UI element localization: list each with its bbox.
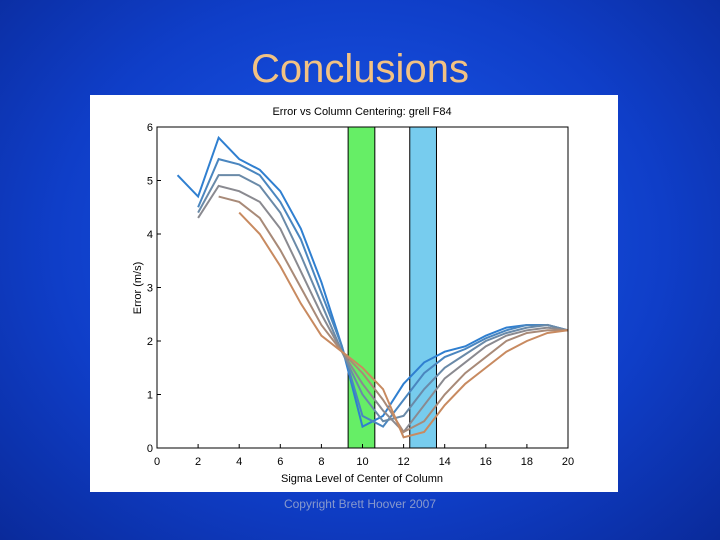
y-tick-label: 6: [147, 122, 153, 134]
y-tick-label: 1: [147, 390, 153, 402]
x-tick-label: 8: [318, 456, 324, 468]
x-tick-label: 2: [195, 456, 201, 468]
series-line: [218, 195, 568, 434]
slide-footer: Copyright Brett Hoover 2007: [284, 497, 436, 511]
y-tick-label: 5: [147, 176, 153, 188]
y-tick-label: 4: [147, 229, 153, 241]
y-axis-label: Error (m/s): [132, 262, 144, 315]
y-tick-label: 2: [147, 336, 153, 348]
series-line: [197, 174, 569, 423]
chart-title: Error vs Column Centering: grell F84: [272, 106, 451, 118]
series-line: [197, 184, 569, 434]
x-tick-label: 6: [277, 456, 283, 468]
y-tick-label: 3: [147, 283, 153, 295]
x-tick-label: 4: [236, 456, 242, 468]
highlight-band: [347, 126, 376, 449]
x-tick-label: 12: [397, 456, 409, 468]
series-line: [238, 211, 569, 439]
highlight-band: [409, 126, 437, 449]
x-tick-label: 20: [562, 456, 574, 468]
x-axis-label: Sigma Level of Center of Column: [281, 473, 443, 485]
slide-title: Conclusions: [251, 47, 469, 91]
x-tick-label: 0: [154, 456, 160, 468]
x-tick-label: 14: [439, 456, 451, 468]
x-tick-label: 16: [480, 456, 492, 468]
x-tick-label: 10: [356, 456, 368, 468]
series-line: [197, 157, 569, 428]
y-tick-label: 0: [147, 443, 153, 455]
x-tick-label: 18: [521, 456, 533, 468]
